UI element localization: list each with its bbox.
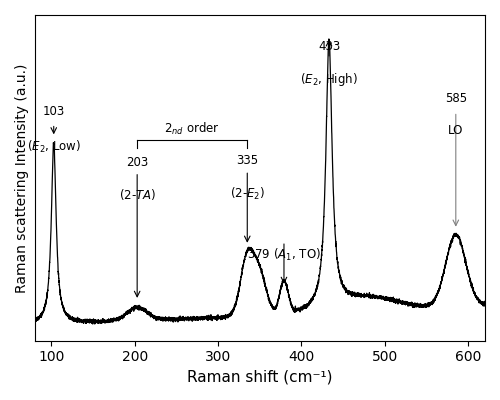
Text: 103: 103: [42, 104, 65, 118]
Text: ($E_2$, High): ($E_2$, High): [300, 71, 358, 88]
Text: 585: 585: [444, 92, 467, 106]
Text: 335: 335: [236, 154, 258, 167]
Text: (2-$TA$): (2-$TA$): [118, 187, 156, 202]
Text: $2_{nd}$ order: $2_{nd}$ order: [164, 121, 220, 137]
Text: 203: 203: [126, 156, 148, 169]
Text: (2-$E_2$): (2-$E_2$): [230, 186, 264, 202]
X-axis label: Raman shift (cm⁻¹): Raman shift (cm⁻¹): [187, 370, 332, 385]
Y-axis label: Raman scattering Intensity (a.u.): Raman scattering Intensity (a.u.): [15, 63, 29, 292]
Text: 433: 433: [318, 40, 340, 53]
Text: LO: LO: [448, 124, 464, 136]
Text: 379 ($A_1$, TO): 379 ($A_1$, TO): [247, 247, 321, 263]
Text: ($E_2$, Low): ($E_2$, Low): [26, 139, 80, 155]
